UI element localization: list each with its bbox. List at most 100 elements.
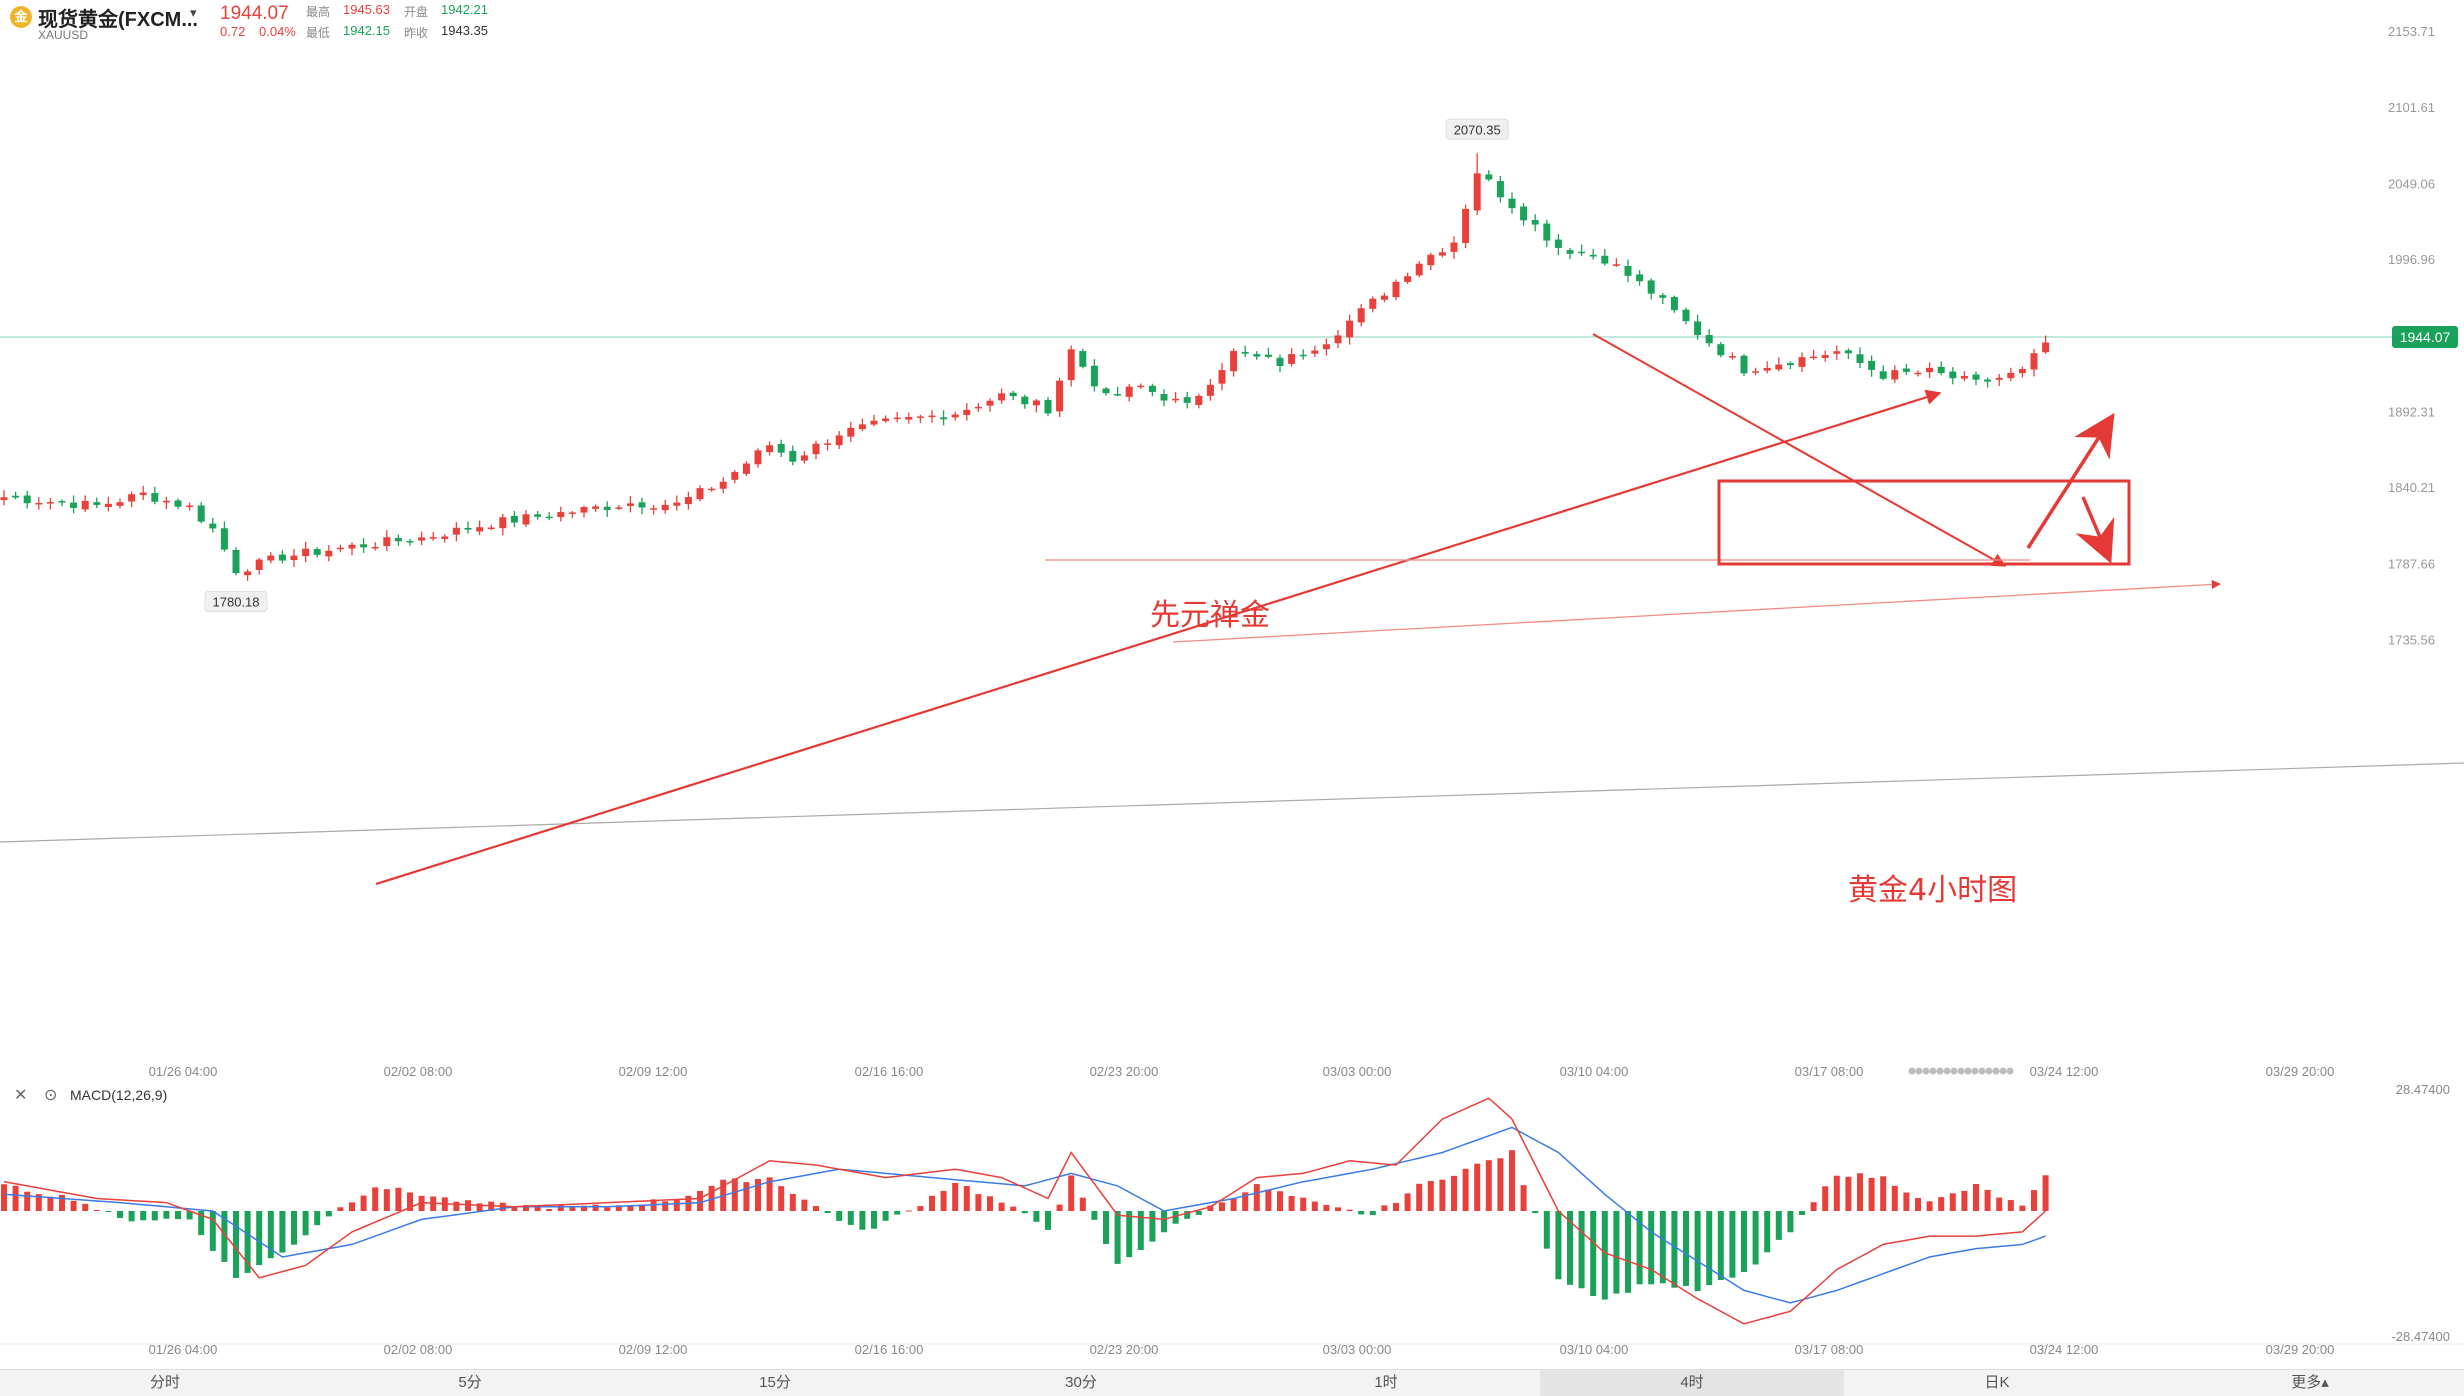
timeframe-tab[interactable]: 1时 [1374, 1374, 1398, 1391]
candle [116, 498, 124, 509]
candle [882, 415, 890, 423]
timeframe-tab[interactable]: 日K [1984, 1374, 2010, 1391]
candle [696, 485, 704, 502]
candle-body [1346, 320, 1354, 338]
macd-bar [1625, 1211, 1631, 1293]
settings-icon[interactable]: ⊙ [44, 1087, 58, 1104]
candle-body [928, 415, 936, 418]
candle [1752, 367, 1760, 376]
candle-body [1612, 264, 1620, 266]
macd-bar [1520, 1185, 1527, 1211]
macd-bar [1578, 1211, 1585, 1289]
gold-coin-icon[interactable]: 金 [10, 6, 32, 28]
candle [1682, 307, 1690, 325]
macd-title: MACD(12,26,9) [70, 1087, 168, 1103]
chevron-down-icon[interactable]: ▾ [190, 5, 197, 20]
timeframe-tab[interactable]: 4时 [1680, 1374, 1704, 1391]
timeframe-tab[interactable]: 15分 [759, 1374, 791, 1391]
candle [267, 552, 275, 564]
candle [1902, 363, 1910, 375]
macd-bar [1996, 1197, 2003, 1211]
y-tick-label: 2101.61 [2388, 100, 2435, 115]
candle-body [754, 450, 762, 465]
y-tick-label: 1787.66 [2388, 556, 2435, 571]
macd-bar [1567, 1211, 1573, 1285]
candle [1798, 352, 1806, 373]
candle-body [1067, 349, 1075, 381]
timeframe-tab[interactable]: 5分 [458, 1374, 482, 1391]
candle-body [313, 549, 321, 555]
candle-body [1090, 365, 1098, 387]
macd-bar [395, 1187, 402, 1211]
macd-x-tick-label: 03/10 04:00 [1560, 1342, 1629, 1357]
candle [974, 403, 982, 412]
candle [916, 414, 924, 423]
candle-body [731, 472, 739, 480]
low-price-marker: 1780.18 [204, 590, 268, 612]
chart-caption: 黄金4小时图 [1848, 873, 2017, 908]
symbol-code: XAUUSD [38, 28, 89, 42]
macd-bar [1137, 1211, 1144, 1250]
macd-x-tick-label: 02/23 20:00 [1090, 1342, 1159, 1357]
close-icon[interactable]: ✕ [14, 1087, 28, 1104]
candle [1786, 361, 1794, 370]
macd-bar [731, 1178, 738, 1211]
candle-body [1926, 367, 1934, 373]
candle [220, 521, 228, 552]
macd-bar [1880, 1176, 1887, 1211]
candle-body [835, 435, 843, 446]
scroll-dot [1929, 1067, 1937, 1075]
macd-bar [1381, 1205, 1388, 1211]
candle-body [1682, 309, 1690, 322]
y-tick-label: 1996.96 [2388, 252, 2435, 267]
candle [1972, 371, 1980, 386]
candle-body [1531, 220, 1539, 225]
candle [1879, 365, 1887, 381]
macd-bar [1, 1184, 7, 1211]
macd-bar [1230, 1198, 1237, 1211]
candle-body [197, 505, 205, 522]
candle-body [580, 507, 588, 513]
macd-bar [975, 1194, 982, 1211]
candle-body [1937, 366, 1945, 374]
macd-bar [1207, 1205, 1214, 1211]
timeframe-tab[interactable]: 30分 [1065, 1374, 1097, 1391]
macd-x-tick-label: 02/16 16:00 [855, 1342, 924, 1357]
candle [1288, 348, 1296, 367]
macd-bar [1694, 1211, 1701, 1292]
candle-body [93, 502, 101, 505]
candle-body [1114, 394, 1122, 396]
candle [1079, 348, 1087, 369]
candle-body [1543, 223, 1551, 241]
timeframe-toolbar: 分时 5分 15分 30分 1时 4时 日K 更多▴ [0, 1369, 2464, 1396]
candle-body [1311, 350, 1319, 354]
candle-body [383, 537, 391, 547]
candle-body [592, 506, 600, 509]
candle-body [116, 502, 124, 506]
macd-bar [627, 1205, 634, 1211]
symbol-name[interactable]: 现货黄金(FXCM... [38, 9, 198, 31]
candle-body [2007, 372, 2015, 379]
candle-body [882, 418, 890, 422]
candle-body [1369, 298, 1377, 309]
candle-body [626, 503, 634, 506]
candle [1148, 383, 1156, 397]
candle-body [858, 424, 866, 430]
candle-body [708, 488, 716, 491]
macd-bar [186, 1211, 193, 1220]
candle [429, 532, 437, 541]
candle-body [800, 455, 808, 461]
timeframe-tab[interactable]: 更多▴ [2291, 1374, 2329, 1391]
macd-bar [2007, 1200, 2014, 1211]
x-tick-label: 01/26 04:00 [149, 1064, 218, 1079]
macd-bar [1775, 1211, 1782, 1240]
candle-body [1752, 371, 1760, 373]
macd-bar [1717, 1211, 1724, 1280]
candlestick-series [0, 153, 2050, 581]
timeframe-tab[interactable]: 分时 [149, 1374, 180, 1391]
macd-dif-line [3, 1097, 2047, 1325]
watermark-annotation: 先元禅金 [1150, 598, 1270, 633]
candle-body [139, 492, 147, 496]
candle-body [1253, 354, 1261, 357]
